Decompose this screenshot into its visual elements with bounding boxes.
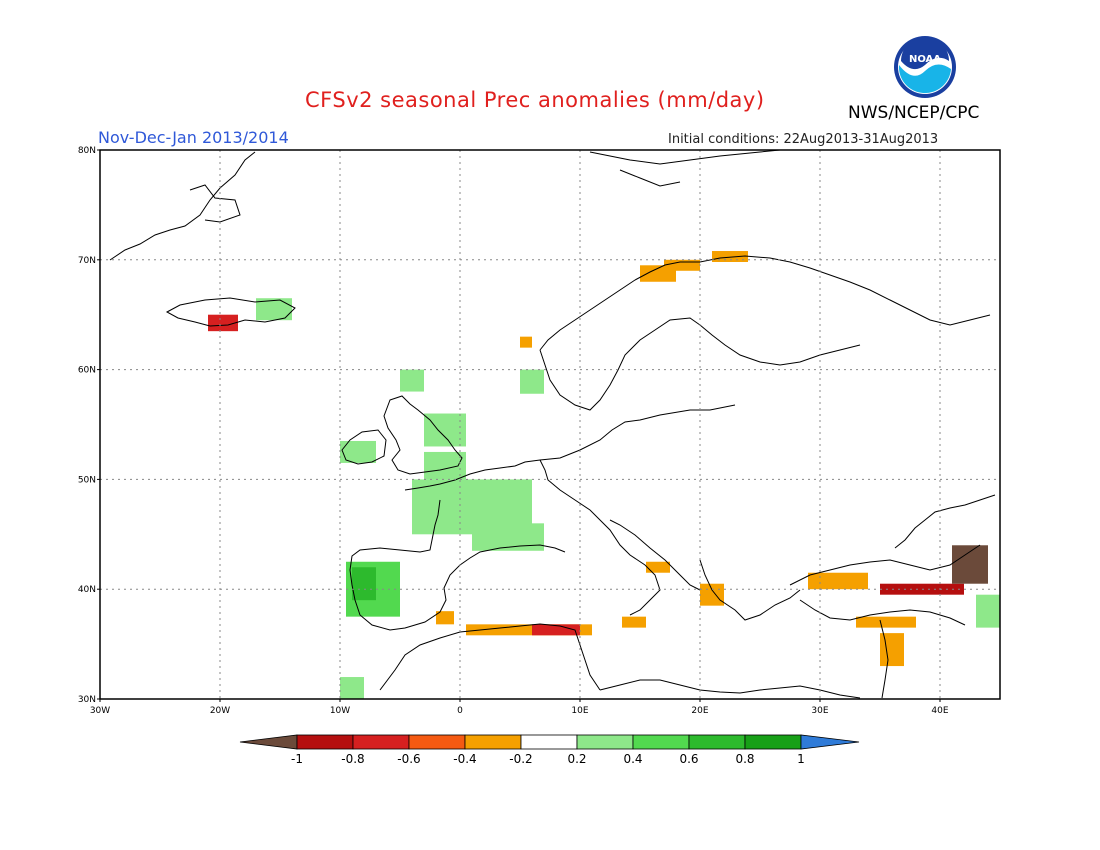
anomaly-cell — [340, 677, 364, 699]
initial-conditions-label: Initial conditions: 22Aug2013-31Aug2013 — [668, 132, 939, 147]
colorbar-labels: -1 -0.8 -0.6 -0.4 -0.2 0.2 0.4 0.6 0.8 1 — [291, 752, 805, 766]
colorbar-tick-label: -0.2 — [509, 752, 532, 766]
lat-tick-label: 30N — [78, 695, 96, 705]
colorbar-segment — [408, 734, 466, 750]
anomaly-cell — [712, 251, 748, 262]
colorbar-segment — [352, 734, 410, 750]
lon-tick-label: 10W — [330, 706, 350, 716]
anomaly-cell — [808, 572, 868, 590]
anomaly-cell — [424, 413, 466, 447]
agency-label: NWS/NCEP/CPC — [848, 103, 980, 123]
latitude-labels: 80N 70N 60N 50N 40N 30N — [78, 146, 100, 705]
anomaly-cell — [424, 451, 466, 480]
colorbar — [239, 734, 860, 750]
colorbar-high-arrow — [800, 734, 860, 750]
anomaly-cell — [622, 616, 646, 628]
colorbar-tick-label: 0.6 — [679, 752, 698, 766]
lon-tick-label: 0 — [457, 706, 463, 716]
anomaly-cell — [352, 567, 376, 601]
anomaly-cell — [520, 336, 532, 348]
anomaly-cell — [208, 314, 238, 332]
anomaly-cell — [256, 298, 292, 321]
map-frame — [99, 149, 1001, 700]
anomaly-cell — [880, 633, 904, 667]
coastlines — [109, 149, 996, 699]
anomaly-cell — [532, 624, 580, 636]
colorbar-tick-label: 0.4 — [623, 752, 642, 766]
lat-tick-label: 60N — [78, 366, 96, 376]
colorbar-tick-label: -1 — [291, 752, 303, 766]
colorbar-segment — [464, 734, 522, 750]
colorbar-segment — [688, 734, 746, 750]
anomaly-cell — [340, 440, 376, 463]
lon-tick-label: 10E — [571, 706, 588, 716]
colorbar-segment — [576, 734, 634, 750]
anomaly-cell — [856, 616, 916, 628]
lat-tick-label: 80N — [78, 146, 96, 156]
colorbar-tick-label: -0.4 — [453, 752, 476, 766]
colorbar-segment — [632, 734, 690, 750]
anomaly-cell — [520, 369, 544, 394]
anomaly-cell — [700, 583, 724, 606]
lon-tick-label: 40E — [931, 706, 948, 716]
map-gridlines — [100, 150, 1000, 699]
map-title: CFSv2 seasonal Prec anomalies (mm/day) — [305, 88, 765, 112]
noaa-logo-text: NOAA — [909, 54, 941, 65]
lat-tick-label: 40N — [78, 585, 96, 595]
anomaly-cell — [976, 594, 1000, 628]
anomaly-cell — [466, 624, 592, 636]
colorbar-tick-label: -0.8 — [341, 752, 364, 766]
lat-tick-label: 70N — [78, 256, 96, 266]
anomaly-cells — [208, 251, 1000, 699]
longitude-labels: 30W 20W 10W 0 10E 20E 30E 40E — [90, 699, 949, 716]
anomaly-cell — [436, 611, 454, 625]
colorbar-tick-label: 1 — [797, 752, 805, 766]
anomaly-cell — [400, 369, 424, 392]
anomaly-cell — [472, 523, 544, 551]
lon-tick-label: 30E — [811, 706, 828, 716]
lon-tick-label: 20E — [691, 706, 708, 716]
lon-tick-label: 30W — [90, 706, 110, 716]
colorbar-segment — [296, 734, 354, 750]
lat-tick-label: 50N — [78, 475, 96, 485]
period-label: Nov-Dec-Jan 2013/2014 — [98, 128, 289, 147]
colorbar-tick-label: 0.8 — [735, 752, 754, 766]
anomaly-cell — [664, 259, 700, 271]
anomaly-cell — [646, 561, 670, 573]
lon-tick-label: 20W — [210, 706, 230, 716]
colorbar-segment — [744, 734, 802, 750]
colorbar-low-arrow — [239, 734, 298, 750]
colorbar-segment — [520, 734, 578, 750]
noaa-logo: NOAA — [894, 36, 956, 98]
colorbar-tick-label: -0.6 — [397, 752, 420, 766]
anomaly-cell — [952, 545, 988, 584]
colorbar-tick-label: 0.2 — [567, 752, 586, 766]
